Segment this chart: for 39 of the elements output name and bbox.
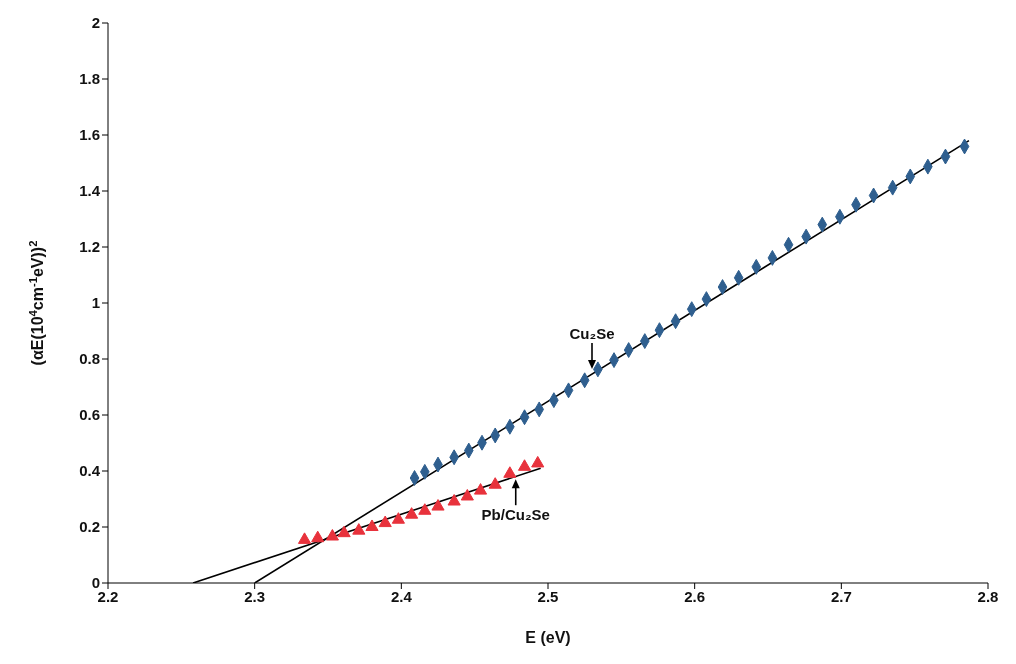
- point: [447, 494, 461, 506]
- y-tick-label: 0.4: [79, 462, 101, 480]
- annotation: Cu₂Se: [569, 325, 615, 342]
- y-tick-label: 0.2: [79, 518, 100, 536]
- y-tick-label: 0: [91, 574, 100, 592]
- y-tick-label: 1: [91, 294, 100, 312]
- x-tick-label: 2.3: [244, 587, 266, 605]
- x-axis-title: E (eV): [525, 629, 571, 646]
- point: [297, 532, 312, 544]
- x-tick-label: 2.6: [684, 587, 706, 605]
- point: [460, 488, 474, 501]
- x-tick-label: 2.4: [390, 587, 413, 605]
- y-tick-label: 1.8: [79, 70, 100, 88]
- y-tick-label: 1.6: [79, 126, 100, 144]
- point: [418, 503, 432, 515]
- point: [325, 529, 339, 541]
- x-tick-label: 2.2: [97, 587, 119, 605]
- x-tick-label: 2.7: [830, 587, 852, 605]
- point: [405, 507, 419, 519]
- point: [517, 459, 532, 471]
- y-tick-label: 0.6: [79, 406, 100, 424]
- annotation: Pb/Cu₂Se: [481, 506, 550, 524]
- point: [311, 530, 325, 543]
- y-tick-label: 0.8: [79, 350, 100, 368]
- y-tick-label: 1.2: [79, 238, 100, 256]
- point: [391, 512, 405, 524]
- point: [431, 499, 445, 511]
- point: [488, 477, 502, 489]
- y-tick-label: 1.4: [79, 182, 101, 200]
- point: [531, 455, 545, 468]
- x-tick-label: 2.8: [977, 587, 999, 605]
- x-tick-label: 2.5: [537, 587, 559, 605]
- point: [503, 466, 517, 478]
- point: [337, 525, 351, 538]
- y-tick-label: 2: [91, 14, 100, 32]
- point: [473, 483, 488, 495]
- point: [365, 519, 379, 532]
- point: [378, 515, 392, 528]
- point: [352, 523, 366, 535]
